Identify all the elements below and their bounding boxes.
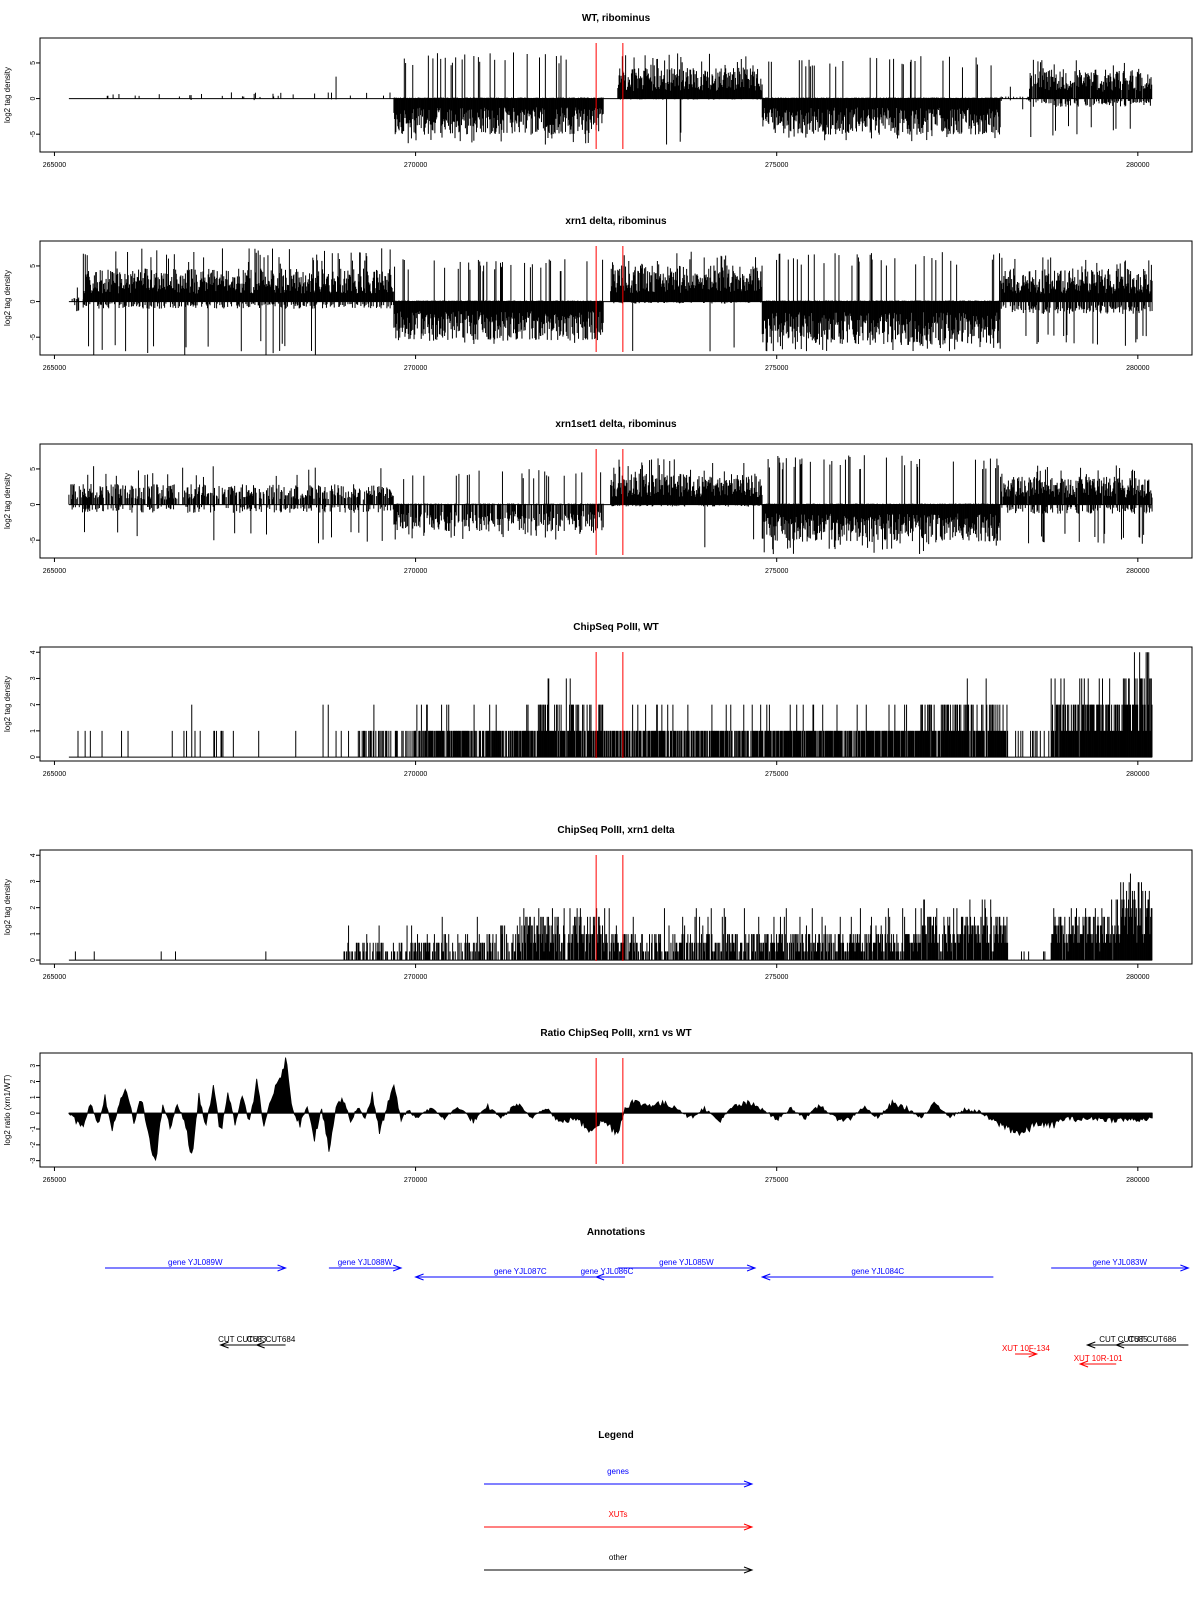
data-layer [68,43,1153,149]
plot-frame [39,443,1193,559]
y-tick-label: 5 [30,264,37,268]
x-tick-label: 270000 [404,162,427,169]
y-axis-label: log2 tag density [3,270,12,326]
plot-frame [39,37,1193,153]
x-tick-label: 280000 [1126,568,1149,575]
data-layer [68,246,1153,355]
x-tick-label: 265000 [43,162,66,169]
data-layer [68,449,1153,555]
chart-title: xrn1 delta, ribominus [565,216,667,227]
chart-title: WT, ribominus [582,13,651,24]
x-tick-label: 275000 [765,365,788,372]
x-tick-label: 270000 [404,568,427,575]
y-tick-label: 5 [30,61,37,65]
y-axis-label: log2 tag density [3,473,12,529]
x-tick-label: 275000 [765,568,788,575]
x-tick-label: 275000 [765,162,788,169]
x-tick-label: 280000 [1126,365,1149,372]
y-tick-label: 0 [30,503,37,507]
x-tick-label: 280000 [1126,162,1149,169]
chart-panel-2: xrn1 delta, ribominus -5 0 5 log2 tag densit… [3,216,1193,372]
y-tick-label: -5 [30,131,37,137]
x-tick-label: 265000 [43,568,66,575]
y-tick-label: 0 [30,97,37,101]
y-tick-label: -5 [30,537,37,543]
x-tick-label: 265000 [43,365,66,372]
chart-panel-3: xrn1set1 delta, ribominus -5 0 5 log2 tag de… [3,419,1193,575]
y-tick-label: -5 [30,334,37,340]
y-axis-label: log2 tag density [3,67,12,123]
x-tick-label: 270000 [404,365,427,372]
y-tick-label: 0 [30,300,37,304]
plot-frame [39,240,1193,356]
y-tick-label: 5 [30,467,37,471]
chart-title: xrn1set1 delta, ribominus [555,419,677,430]
chart-panel-1: WT, ribominus -5 0 5 log2 tag density 265000 2… [3,13,1193,169]
